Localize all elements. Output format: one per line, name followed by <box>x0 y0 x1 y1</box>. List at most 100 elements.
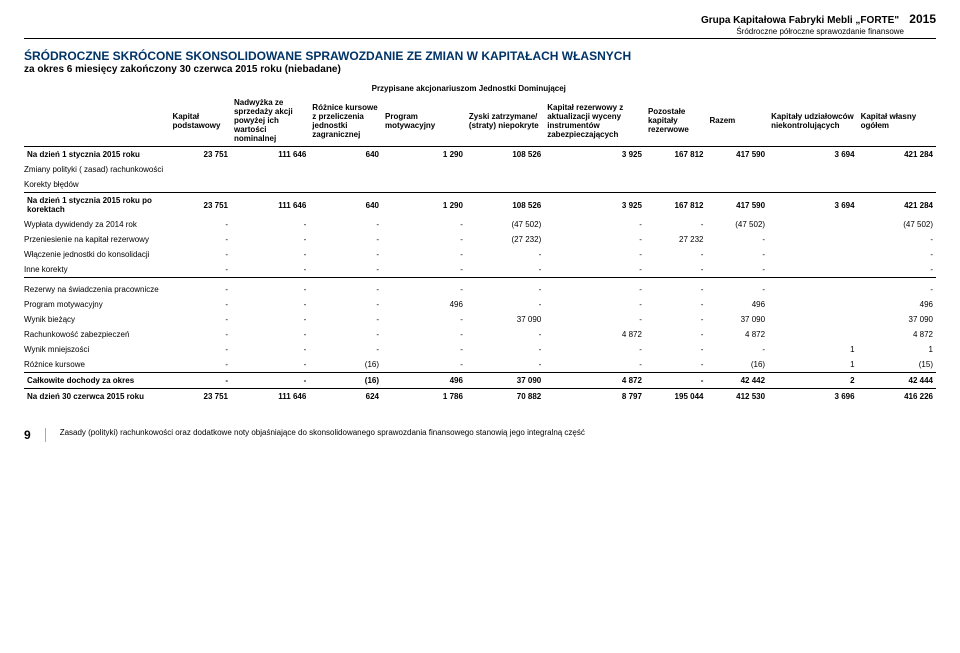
cell: - <box>382 217 466 232</box>
report-year: 2015 <box>909 12 936 26</box>
equity-table: Przypisane akcjonariuszom Jednostki Domi… <box>24 81 936 404</box>
cell: - <box>169 372 231 388</box>
cell: - <box>706 232 768 247</box>
table-row: Na dzień 30 czerwca 2015 roku23 751111 6… <box>24 388 936 404</box>
cell: 417 590 <box>706 147 768 163</box>
cell: - <box>544 217 645 232</box>
table-row: Na dzień 1 stycznia 2015 roku po korekta… <box>24 193 936 218</box>
cell <box>466 177 544 193</box>
cell: 417 590 <box>706 193 768 218</box>
cell: - <box>382 327 466 342</box>
cell: (16) <box>309 372 382 388</box>
page-footer: 9 Zasady (polityki) rachunkowości oraz d… <box>24 428 936 442</box>
cell: - <box>706 342 768 357</box>
cell: 640 <box>309 193 382 218</box>
cell: 195 044 <box>645 388 707 404</box>
cell: 4 872 <box>544 372 645 388</box>
table-row: Wynik mniejszości--------11 <box>24 342 936 357</box>
cell: - <box>231 247 309 262</box>
cell <box>169 177 231 193</box>
row-label: Rezerwy na świadczenia pracownicze <box>24 282 169 297</box>
cell: - <box>309 297 382 312</box>
page-subtitle: za okres 6 miesięcy zakończony 30 czerwc… <box>24 64 936 75</box>
row-label: Korekty błędów <box>24 177 169 193</box>
row-label: Różnice kursowe <box>24 357 169 373</box>
table-row: Różnice kursowe--(16)----(16)1(15) <box>24 357 936 373</box>
cell: - <box>231 262 309 278</box>
cell: 421 284 <box>858 147 936 163</box>
cell: - <box>645 217 707 232</box>
cell: 1 <box>768 357 858 373</box>
cell: 412 530 <box>706 388 768 404</box>
cell: 421 284 <box>858 193 936 218</box>
cell: 496 <box>382 297 466 312</box>
cell: - <box>645 297 707 312</box>
cell: - <box>169 282 231 297</box>
cell: - <box>382 232 466 247</box>
cell: 4 872 <box>858 327 936 342</box>
cell: - <box>309 342 382 357</box>
cell: 496 <box>706 297 768 312</box>
row-label: Na dzień 30 czerwca 2015 roku <box>24 388 169 404</box>
cell: 640 <box>309 147 382 163</box>
col-h-7: Razem <box>706 95 768 147</box>
footer-note: Zasady (polityki) rachunkowości oraz dod… <box>60 428 585 438</box>
cell: - <box>169 247 231 262</box>
cell: 37 090 <box>466 372 544 388</box>
col-h-3: Program motywacyjny <box>382 95 466 147</box>
cell <box>231 177 309 193</box>
cell: - <box>382 247 466 262</box>
cell: - <box>231 312 309 327</box>
cell: - <box>645 327 707 342</box>
cell <box>169 162 231 177</box>
cell: - <box>544 282 645 297</box>
page-header: Grupa Kapitałowa Fabryki Mebli „FORTE" 2… <box>24 12 936 39</box>
cell: - <box>309 312 382 327</box>
cell: 4 872 <box>706 327 768 342</box>
col-h-2: Różnice kursowe z przeliczenia jednostki… <box>309 95 382 147</box>
cell <box>544 177 645 193</box>
cell <box>309 162 382 177</box>
row-label: Włączenie jednostki do konsolidacji <box>24 247 169 262</box>
cell: - <box>466 342 544 357</box>
company-name: Grupa Kapitałowa Fabryki Mebli „FORTE" <box>701 15 899 26</box>
cell: (27 232) <box>466 232 544 247</box>
table-row: Przeniesienie na kapitał rezerwowy----(2… <box>24 232 936 247</box>
cell: 111 646 <box>231 388 309 404</box>
cell: 167 812 <box>645 193 707 218</box>
row-label: Program motywacyjny <box>24 297 169 312</box>
cell: - <box>858 282 936 297</box>
cell <box>706 177 768 193</box>
cell: 111 646 <box>231 193 309 218</box>
cell: 70 882 <box>466 388 544 404</box>
cell: - <box>169 297 231 312</box>
cell: 108 526 <box>466 147 544 163</box>
col-h-8: Kapitały udziałowców niekontrolujących <box>768 95 858 147</box>
cell: - <box>645 372 707 388</box>
cell <box>706 162 768 177</box>
cell <box>309 177 382 193</box>
cell: - <box>231 297 309 312</box>
cell: 42 444 <box>858 372 936 388</box>
cell <box>544 162 645 177</box>
page-title: ŚRÓDROCZNE SKRÓCONE SKONSOLIDOWANE SPRAW… <box>24 49 936 63</box>
cell: 3 694 <box>768 193 858 218</box>
cell: - <box>231 357 309 373</box>
cell: 167 812 <box>645 147 707 163</box>
cell: - <box>706 247 768 262</box>
cell <box>768 312 858 327</box>
cell: - <box>309 327 382 342</box>
cell: - <box>169 217 231 232</box>
cell: - <box>466 297 544 312</box>
cell: - <box>858 262 936 278</box>
col-h-5: Kapitał rezerwowy z aktualizacji wyceny … <box>544 95 645 147</box>
cell: - <box>382 262 466 278</box>
cell: (47 502) <box>466 217 544 232</box>
cell <box>382 162 466 177</box>
cell <box>645 162 707 177</box>
table-row: Korekty błędów <box>24 177 936 193</box>
row-label: Przeniesienie na kapitał rezerwowy <box>24 232 169 247</box>
cell: - <box>231 342 309 357</box>
cell: 416 226 <box>858 388 936 404</box>
cell <box>768 262 858 278</box>
